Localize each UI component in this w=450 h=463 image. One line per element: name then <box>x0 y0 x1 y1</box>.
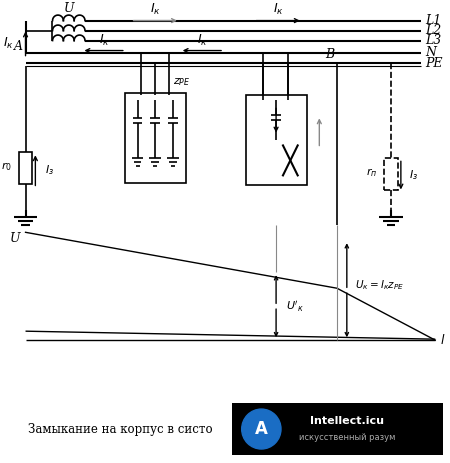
Bar <box>232 403 443 455</box>
Bar <box>384 158 398 190</box>
Text: B: B <box>325 48 335 61</box>
Text: U: U <box>10 232 21 245</box>
Text: L1: L1 <box>425 14 442 27</box>
Text: $I_к$: $I_к$ <box>3 36 14 51</box>
Text: $r_п$: $r_п$ <box>366 166 377 179</box>
Text: $U'_к$: $U'_к$ <box>286 299 304 313</box>
Text: $r_0$: $r_0$ <box>1 160 12 173</box>
Text: PE: PE <box>425 57 443 70</box>
Text: $I_з$: $I_з$ <box>409 169 418 182</box>
Text: $I_к$: $I_к$ <box>197 33 208 48</box>
Bar <box>246 95 306 185</box>
Bar <box>125 94 186 183</box>
Text: $l$: $l$ <box>440 333 445 347</box>
Text: $z_{PE}$: $z_{PE}$ <box>173 76 190 88</box>
Circle shape <box>242 409 281 449</box>
Text: $I_к$: $I_к$ <box>150 2 161 17</box>
Text: A: A <box>255 420 268 438</box>
Bar <box>18 152 32 184</box>
Text: N: N <box>425 46 436 59</box>
Text: $I_к$: $I_к$ <box>273 2 284 17</box>
Text: $I_к$: $I_к$ <box>99 33 110 48</box>
Text: L2: L2 <box>425 24 442 37</box>
Text: $U_к =I_к z_{PE}$: $U_к =I_к z_{PE}$ <box>355 278 404 292</box>
Text: A: A <box>14 40 23 53</box>
Text: искусственный разум: искусственный разум <box>299 432 395 442</box>
Text: L3: L3 <box>425 34 442 47</box>
Text: Intellect.icu: Intellect.icu <box>310 416 384 426</box>
Text: U: U <box>63 2 74 15</box>
Text: Замыкание на корпус в систо: Замыкание на корпус в систо <box>27 423 212 436</box>
Text: $I_з$: $I_з$ <box>45 163 54 177</box>
